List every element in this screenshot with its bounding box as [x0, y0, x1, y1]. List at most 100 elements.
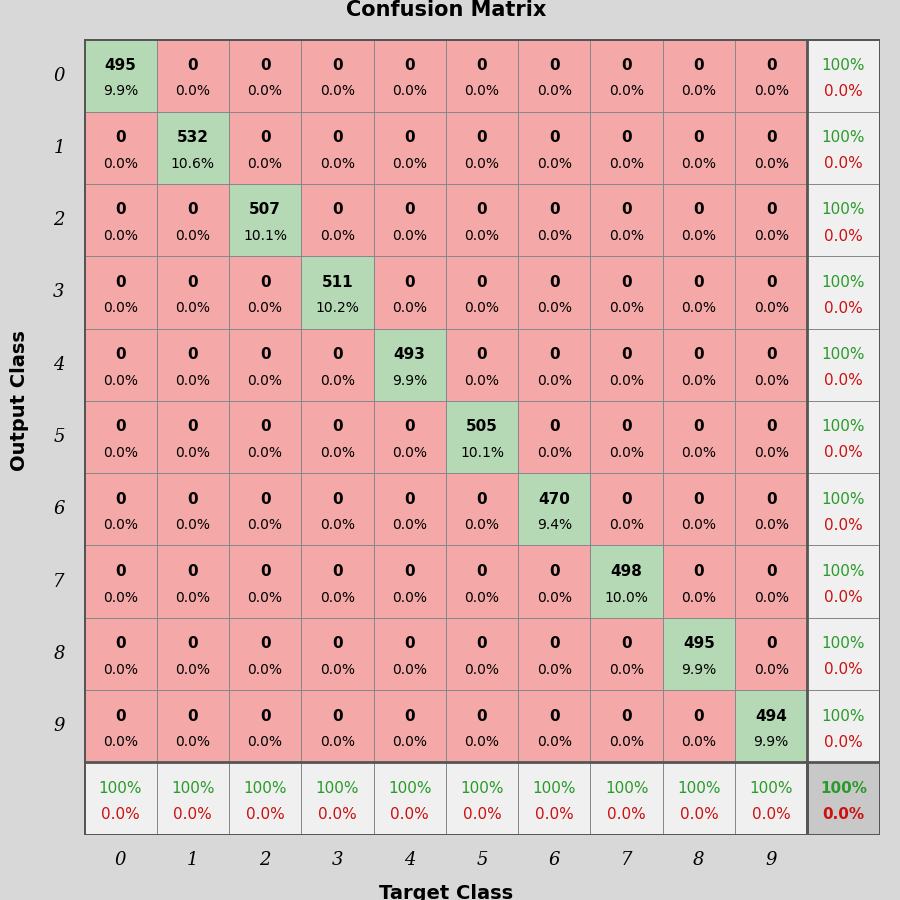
Text: 0.0%: 0.0% [609, 302, 644, 315]
Text: 5: 5 [476, 851, 488, 869]
Text: 0.0%: 0.0% [753, 85, 788, 98]
Text: 0.0%: 0.0% [174, 807, 212, 822]
Bar [374, 184, 446, 256]
Text: 100%: 100% [822, 202, 865, 218]
Bar [590, 400, 662, 473]
Bar [662, 473, 735, 545]
Text: 6: 6 [548, 851, 560, 869]
Text: 0: 0 [332, 58, 343, 73]
Text: 0: 0 [115, 130, 126, 145]
Bar [157, 256, 229, 328]
Bar [229, 184, 302, 256]
Bar [302, 617, 373, 690]
Text: 0: 0 [115, 491, 126, 507]
Bar [85, 400, 157, 473]
Text: 0: 0 [187, 202, 198, 218]
Text: 495: 495 [104, 58, 137, 73]
Text: 10.6%: 10.6% [171, 157, 215, 171]
Bar [590, 328, 662, 400]
Bar [302, 545, 373, 617]
Text: 0.0%: 0.0% [320, 374, 355, 388]
Bar [157, 762, 229, 834]
Text: 0: 0 [115, 419, 126, 435]
Text: 0.0%: 0.0% [103, 590, 138, 605]
Text: 100%: 100% [822, 708, 865, 724]
Text: 0: 0 [404, 636, 415, 652]
Bar [662, 545, 735, 617]
Text: 0.0%: 0.0% [320, 446, 355, 460]
Text: 0: 0 [621, 130, 632, 145]
Text: 0.0%: 0.0% [248, 374, 283, 388]
Text: 0.0%: 0.0% [248, 85, 283, 98]
Text: 0: 0 [766, 58, 777, 73]
Text: 1: 1 [53, 139, 65, 157]
Bar [157, 400, 229, 473]
Text: 8: 8 [53, 645, 65, 663]
Text: 100%: 100% [750, 781, 793, 796]
Text: 0: 0 [115, 636, 126, 652]
Bar [807, 400, 879, 473]
Text: 0.0%: 0.0% [464, 590, 500, 605]
Text: 0.0%: 0.0% [753, 662, 788, 677]
Bar [590, 473, 662, 545]
Text: 100%: 100% [822, 491, 865, 507]
Bar [590, 184, 662, 256]
Text: 10.1%: 10.1% [460, 446, 504, 460]
Text: 0: 0 [477, 58, 487, 73]
Text: 0.0%: 0.0% [609, 85, 644, 98]
Bar [446, 256, 518, 328]
Bar [446, 473, 518, 545]
Bar [157, 112, 229, 184]
Text: 9.9%: 9.9% [392, 374, 427, 388]
Text: 0.0%: 0.0% [536, 662, 572, 677]
Bar [735, 473, 807, 545]
Text: 0: 0 [404, 274, 415, 290]
Text: 507: 507 [249, 202, 281, 218]
Text: 0: 0 [694, 202, 704, 218]
Text: 0: 0 [332, 564, 343, 579]
Bar [85, 690, 157, 762]
Bar [735, 762, 807, 834]
Text: 0: 0 [260, 419, 270, 435]
Bar [735, 40, 807, 112]
Text: 0.0%: 0.0% [753, 302, 788, 315]
Text: 0: 0 [766, 564, 777, 579]
Text: 100%: 100% [243, 781, 287, 796]
Text: 0.0%: 0.0% [248, 446, 283, 460]
Text: 0: 0 [621, 202, 632, 218]
Bar [590, 690, 662, 762]
Text: 0.0%: 0.0% [248, 590, 283, 605]
Bar [85, 256, 157, 328]
Text: 0.0%: 0.0% [103, 662, 138, 677]
Text: 0.0%: 0.0% [824, 374, 863, 388]
Bar [807, 40, 879, 112]
Text: 0: 0 [187, 708, 198, 724]
Bar [807, 762, 879, 834]
Text: 0: 0 [621, 708, 632, 724]
Text: 100%: 100% [99, 781, 142, 796]
Text: 0: 0 [477, 130, 487, 145]
Text: 0.0%: 0.0% [320, 229, 355, 243]
Bar [229, 617, 302, 690]
Text: 494: 494 [755, 708, 788, 724]
Text: 0: 0 [549, 347, 560, 362]
Bar [229, 40, 302, 112]
Text: 511: 511 [321, 274, 353, 290]
Bar [302, 328, 373, 400]
Bar [85, 762, 157, 834]
Text: 0: 0 [115, 202, 126, 218]
Bar [374, 40, 446, 112]
Text: 10.1%: 10.1% [243, 229, 287, 243]
Text: 0.0%: 0.0% [824, 229, 863, 244]
Bar [229, 112, 302, 184]
Text: 6: 6 [53, 500, 65, 518]
Text: 0.0%: 0.0% [824, 446, 863, 461]
Text: 0: 0 [766, 347, 777, 362]
Bar [374, 400, 446, 473]
Text: 0: 0 [260, 636, 270, 652]
Text: 0.0%: 0.0% [176, 374, 211, 388]
Text: 7: 7 [621, 851, 633, 869]
Bar [807, 328, 879, 400]
Text: 0: 0 [187, 491, 198, 507]
Text: 0: 0 [621, 274, 632, 290]
